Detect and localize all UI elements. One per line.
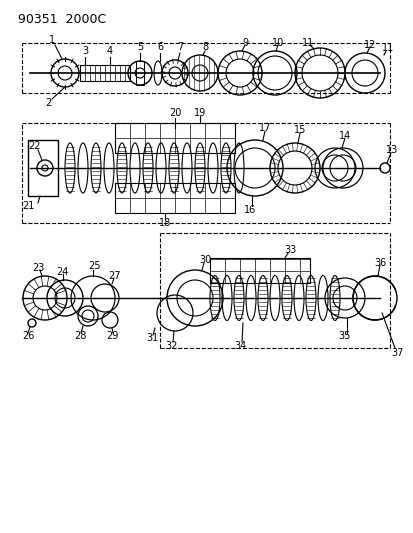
Bar [136, 61, 144, 85]
Text: 27: 27 [109, 271, 121, 281]
Text: 23: 23 [32, 263, 44, 273]
Text: 19: 19 [193, 108, 206, 118]
Text: 17: 17 [258, 123, 271, 133]
Text: 7: 7 [176, 42, 183, 52]
Text: 6: 6 [157, 42, 163, 52]
Text: 26: 26 [22, 331, 34, 341]
Text: 10: 10 [271, 38, 283, 48]
Text: 34: 34 [233, 341, 246, 351]
Text: 24: 24 [56, 267, 68, 277]
Text: 9: 9 [241, 38, 247, 48]
Text: 28: 28 [74, 331, 86, 341]
Text: 14: 14 [338, 131, 350, 141]
Text: 32: 32 [166, 341, 178, 351]
Text: 30: 30 [198, 255, 211, 265]
Text: 36: 36 [373, 258, 385, 268]
Text: 4: 4 [107, 46, 113, 56]
Text: 8: 8 [202, 42, 208, 52]
Text: 16: 16 [243, 205, 256, 215]
Text: 21: 21 [22, 201, 34, 211]
Text: 3: 3 [82, 46, 88, 56]
Text: 12: 12 [363, 40, 375, 50]
Text: 33: 33 [283, 245, 295, 255]
Text: 2: 2 [45, 98, 51, 108]
Bar [115, 123, 235, 153]
Text: 90351  2000C: 90351 2000C [18, 13, 106, 26]
Text: 15: 15 [293, 125, 306, 135]
Bar [115, 183, 235, 213]
Bar [209, 258, 309, 283]
Text: 37: 37 [391, 348, 403, 358]
Text: 13: 13 [385, 145, 397, 155]
Text: 35: 35 [338, 331, 350, 341]
Text: 25: 25 [88, 261, 101, 271]
Text: 5: 5 [137, 42, 143, 52]
Bar [80, 65, 130, 81]
Text: 31: 31 [145, 333, 158, 343]
Text: 11: 11 [381, 43, 393, 53]
Text: 29: 29 [106, 331, 118, 341]
Text: 20: 20 [169, 108, 181, 118]
Text: 1: 1 [49, 35, 55, 45]
Text: 18: 18 [159, 218, 171, 228]
Bar [28, 140, 58, 196]
Text: 22: 22 [28, 141, 41, 151]
Text: 11: 11 [301, 38, 313, 48]
